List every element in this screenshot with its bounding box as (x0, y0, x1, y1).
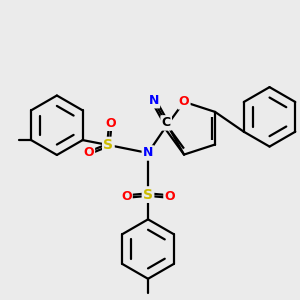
Text: N: N (143, 146, 153, 160)
Text: O: O (164, 190, 175, 203)
Text: S: S (143, 188, 153, 202)
Text: N: N (148, 94, 159, 107)
Text: O: O (83, 146, 94, 160)
Text: O: O (179, 95, 189, 108)
Text: O: O (121, 190, 131, 203)
Text: S: S (103, 138, 113, 152)
Text: C: C (162, 116, 171, 129)
Text: O: O (105, 117, 116, 130)
